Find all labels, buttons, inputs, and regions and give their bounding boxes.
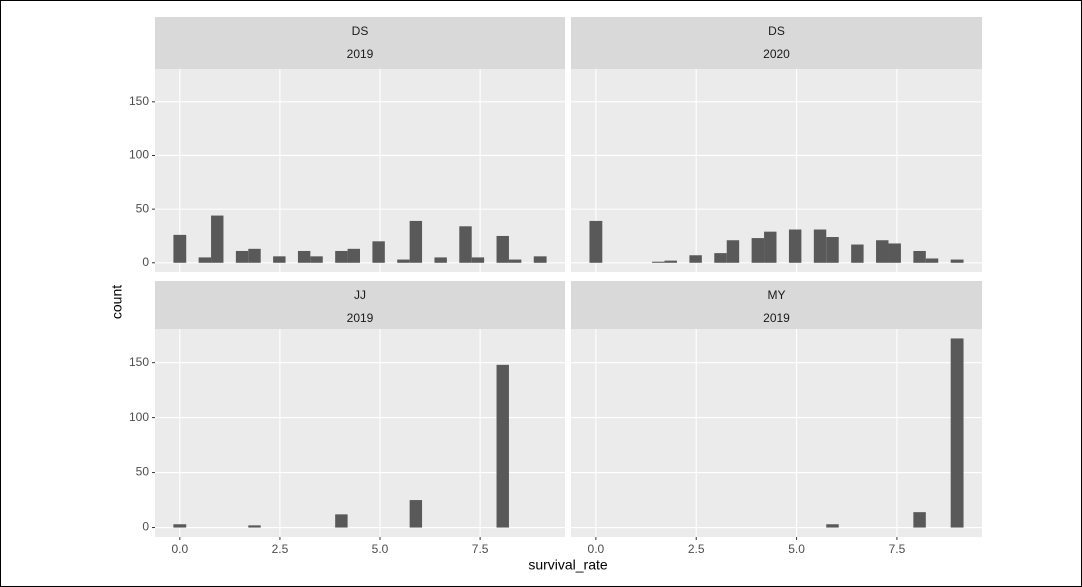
histogram-bar bbox=[273, 256, 286, 263]
histogram-bar bbox=[434, 257, 447, 263]
y-tick-label: 50 bbox=[136, 201, 150, 215]
histogram-bar bbox=[888, 243, 901, 263]
facet-strip bbox=[155, 17, 565, 69]
y-axis-title: count bbox=[109, 285, 125, 319]
histogram-bar bbox=[851, 244, 864, 263]
histogram-bar bbox=[496, 364, 509, 528]
x-axis-title: survival_rate bbox=[528, 557, 608, 573]
histogram-bar bbox=[726, 240, 740, 263]
histogram-bar bbox=[913, 512, 926, 528]
x-tick-label: 7.5 bbox=[889, 542, 906, 556]
histogram-bar bbox=[788, 229, 802, 263]
y-tick-label: 150 bbox=[129, 355, 149, 369]
histogram-bar bbox=[409, 500, 423, 528]
histogram-bar bbox=[347, 248, 360, 263]
y-tick-label: 50 bbox=[136, 465, 150, 479]
histogram-bar bbox=[950, 259, 964, 263]
histogram-bar bbox=[397, 259, 410, 263]
histogram-bar bbox=[589, 220, 603, 263]
histogram-bar bbox=[826, 524, 839, 528]
facet-label: 2020 bbox=[763, 47, 790, 61]
histogram-bar bbox=[913, 250, 926, 263]
x-tick-label: 0.0 bbox=[171, 542, 188, 556]
y-tick-label: 0 bbox=[142, 255, 149, 269]
x-tick-label: 5.0 bbox=[788, 542, 805, 556]
x-tick-label: 2.5 bbox=[272, 542, 289, 556]
histogram-bar bbox=[764, 231, 777, 263]
histogram-bar bbox=[714, 253, 727, 263]
histogram-bar bbox=[372, 241, 385, 263]
facet-label: 2019 bbox=[763, 311, 790, 325]
histogram-bar bbox=[297, 250, 311, 263]
histogram-bar bbox=[751, 238, 765, 263]
facet-strip bbox=[571, 281, 982, 329]
facet-strip bbox=[571, 17, 982, 69]
histogram-bar bbox=[335, 514, 348, 528]
histogram-bar bbox=[173, 524, 187, 528]
y-tick-label: 100 bbox=[129, 410, 149, 424]
histogram-bar bbox=[310, 256, 323, 263]
histogram-bar bbox=[689, 255, 702, 263]
facet-label: 2019 bbox=[347, 311, 374, 325]
facet-label: MY bbox=[768, 288, 786, 302]
facet-strip bbox=[155, 281, 565, 329]
x-tick-label: 5.0 bbox=[372, 542, 389, 556]
y-tick-label: 150 bbox=[129, 94, 149, 108]
histogram-bar bbox=[826, 237, 839, 263]
histogram-bar bbox=[173, 234, 187, 263]
y-tick-label: 0 bbox=[142, 520, 149, 534]
y-tick-label: 100 bbox=[129, 148, 149, 162]
histogram-bar bbox=[248, 525, 261, 528]
histogram-bar bbox=[409, 220, 423, 263]
histogram-bar bbox=[496, 235, 509, 263]
x-tick-label: 2.5 bbox=[688, 542, 705, 556]
histogram-bar bbox=[925, 258, 939, 263]
x-tick-label: 7.5 bbox=[472, 542, 489, 556]
facet-label: DS bbox=[352, 24, 369, 38]
facet-label: DS bbox=[768, 24, 785, 38]
x-tick-label: 0.0 bbox=[588, 542, 605, 556]
histogram-bar bbox=[471, 257, 485, 263]
facet-label: JJ bbox=[354, 288, 366, 302]
histogram-bar bbox=[248, 248, 261, 263]
histogram-bar bbox=[235, 250, 249, 263]
histogram-bar bbox=[533, 256, 547, 263]
histogram-bar bbox=[950, 338, 964, 528]
histogram-bar bbox=[459, 226, 472, 263]
histogram-bar bbox=[198, 257, 212, 263]
panel-background bbox=[571, 329, 982, 537]
histogram-bar bbox=[335, 250, 348, 263]
histogram-bar bbox=[508, 259, 522, 263]
histogram-bar bbox=[211, 215, 224, 263]
histogram-bar bbox=[813, 229, 827, 263]
histogram-bar bbox=[876, 240, 889, 263]
histogram-bar bbox=[652, 261, 665, 263]
facet-label: 2019 bbox=[347, 47, 374, 61]
histogram-bar bbox=[664, 260, 677, 263]
